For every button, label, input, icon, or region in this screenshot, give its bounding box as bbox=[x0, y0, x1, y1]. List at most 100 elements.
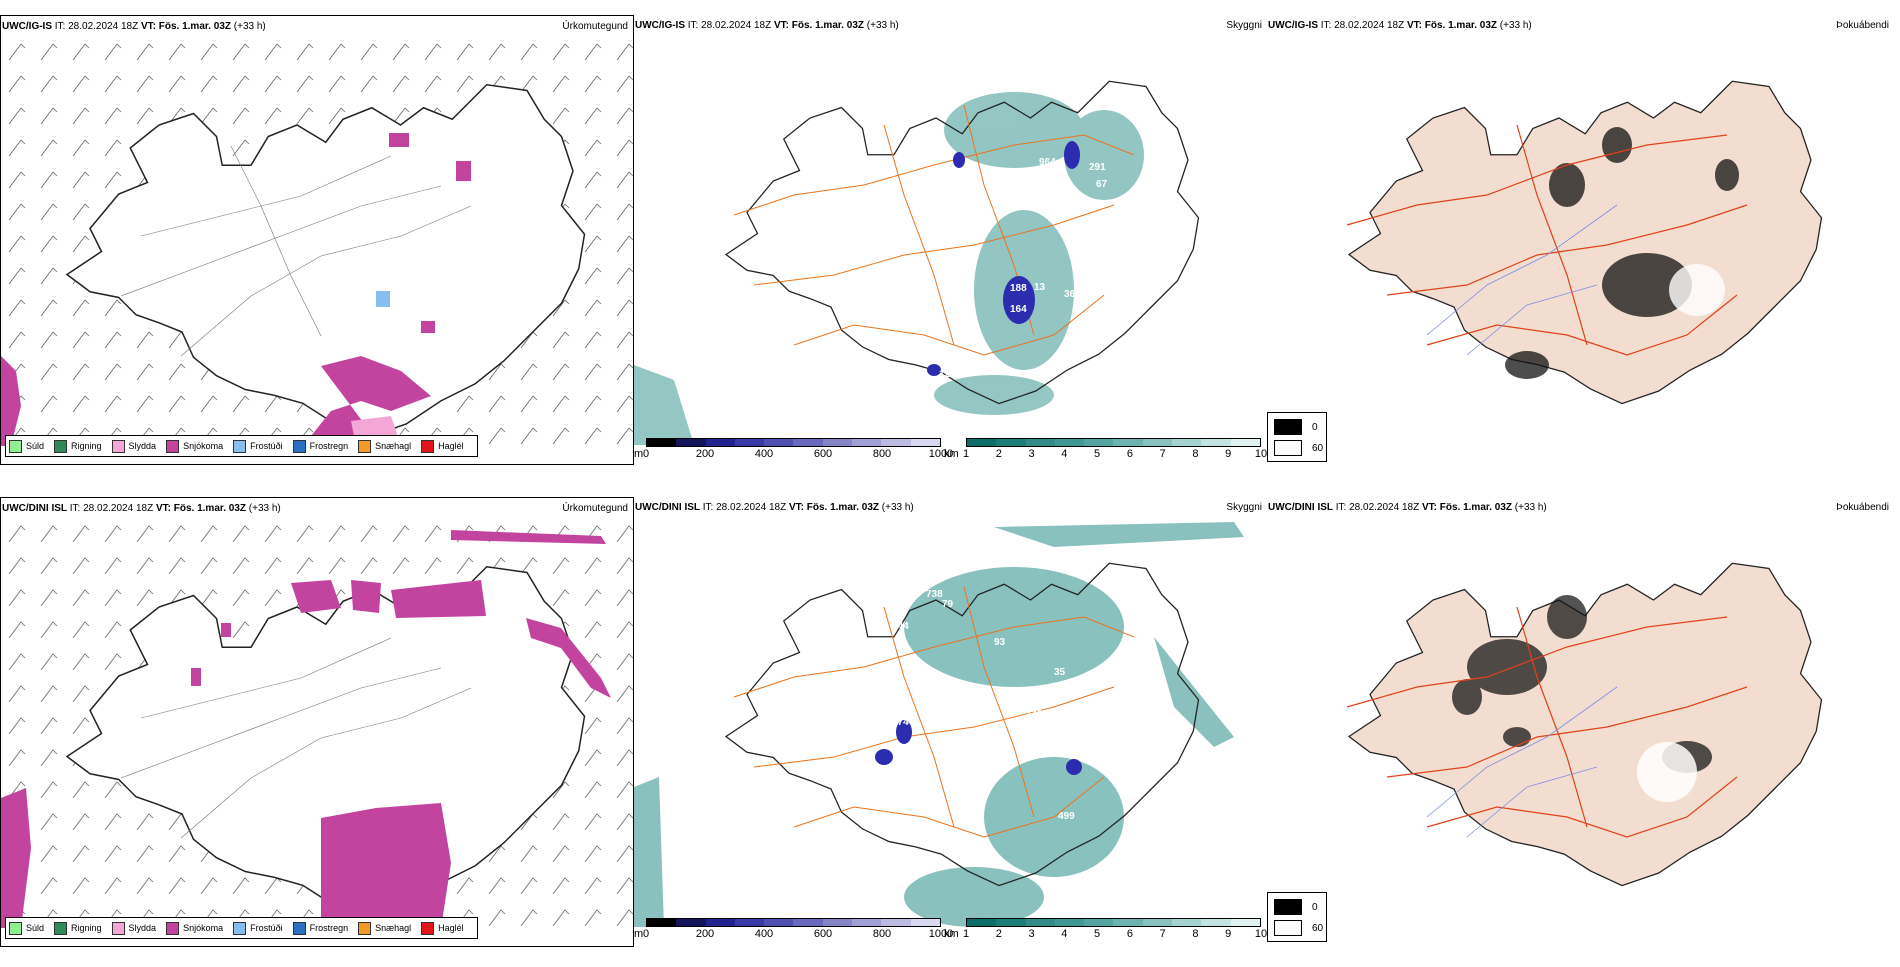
colorbar-tick-label: 5 bbox=[1094, 448, 1101, 460]
it-value: 28.02.2024 18Z bbox=[68, 21, 139, 32]
colorbar-tick-label: 9 bbox=[1225, 448, 1232, 460]
panel-title: Þokuábendi bbox=[1836, 20, 1889, 31]
cloud-panel-bottom: UWC/DINI ISL IT: 28.02.2024 18Z VT: Fös.… bbox=[634, 497, 1267, 967]
it-value: 28.02.2024 18Z bbox=[1349, 502, 1420, 513]
cloud-value-label: 961 bbox=[972, 419, 989, 430]
fog-black-label: 0 bbox=[1312, 421, 1318, 433]
precip-legend-swatch bbox=[233, 921, 247, 935]
colorbar-segment bbox=[852, 919, 882, 926]
colorbar-segment bbox=[647, 919, 677, 926]
model-name: UWC/DINI ISL bbox=[1268, 502, 1333, 513]
colorbar-tick-label: 8 bbox=[1192, 448, 1199, 460]
colorbar-tick-label: 0 bbox=[642, 928, 650, 940]
cloud-value-label: 93 bbox=[994, 637, 1006, 648]
precip-legend-item: Snjókoma bbox=[166, 921, 224, 935]
colorbar-tick-label: 6 bbox=[1126, 928, 1133, 940]
visibility-colorbar: km 1 2 3 4 5 6 7 8 9 10 bbox=[944, 438, 1267, 466]
colorbar-segment bbox=[764, 919, 794, 926]
cloud-value-label: 188 bbox=[1010, 283, 1027, 294]
cloudbase-ticks: 0 200 400 600 800 1000 bbox=[643, 448, 953, 464]
precip-legend-item: Frostregn bbox=[292, 439, 348, 453]
precip-legend-label: Frostregn bbox=[309, 923, 349, 933]
precip-legend-item: Súld bbox=[9, 921, 44, 935]
precip-legend-label: Rigning bbox=[71, 923, 102, 933]
visibility-bar bbox=[966, 918, 1261, 927]
colorbar-tick-label: 600 bbox=[813, 928, 833, 940]
colorbar-segment bbox=[705, 439, 735, 446]
panel-header: UWC/DINI ISL IT: 28.02.2024 18Z VT: Fös.… bbox=[2, 502, 630, 516]
vt-value: Fös. 1.mar. 03Z bbox=[806, 502, 880, 513]
precip-legend-label: Snjókoma bbox=[183, 923, 224, 933]
precip-map bbox=[1, 36, 633, 446]
vt-value: Fös. 1.mar. 03Z bbox=[1424, 20, 1498, 31]
lead-time: (+33 h) bbox=[881, 502, 914, 513]
colorbar-segment bbox=[1113, 439, 1143, 446]
panel-header: UWC/IG-IS IT: 28.02.2024 18Z VT: Fös. 1.… bbox=[2, 20, 630, 34]
precip-legend-swatch bbox=[292, 439, 306, 453]
cloud-value-label: 79 bbox=[942, 599, 954, 610]
precip-legend-label: Snæhagl bbox=[375, 923, 412, 933]
colorbar-segment bbox=[1084, 919, 1114, 926]
colorbar-segment bbox=[764, 439, 794, 446]
fog-panel-bottom: UWC/DINI ISL IT: 28.02.2024 18Z VT: Fös.… bbox=[1267, 497, 1900, 967]
colorbar-tick-label: 800 bbox=[872, 448, 892, 460]
colorbar-tick-label: 800 bbox=[872, 928, 892, 940]
precip-legend-swatch bbox=[9, 439, 22, 453]
vt-label: VT: bbox=[1421, 502, 1437, 513]
model-name: UWC/DINI ISL bbox=[2, 503, 67, 514]
colorbar-segment bbox=[1025, 919, 1055, 926]
cloud-value-label: 12 bbox=[994, 736, 1006, 747]
precip-legend-swatch bbox=[111, 439, 125, 453]
colorbar-segment bbox=[1025, 439, 1055, 446]
colorbar-segment bbox=[647, 439, 677, 446]
precip-legend-swatch bbox=[54, 921, 68, 935]
it-label: IT: bbox=[702, 502, 714, 513]
panel-title: Skyggni bbox=[1226, 502, 1262, 513]
precip-legend-item: Slydda bbox=[111, 439, 157, 453]
precip-legend-label: Haglél bbox=[438, 441, 464, 451]
precip-legend-swatch bbox=[421, 921, 435, 935]
colorbar-tick-label: 7 bbox=[1159, 448, 1166, 460]
colorbar-segment bbox=[1113, 919, 1143, 926]
cloudbase-colorbar: m 0 200 400 600 800 1000 bbox=[634, 438, 953, 466]
precip-legend-swatch bbox=[292, 921, 306, 935]
cloudbase-colorbar: m 0 200 400 600 800 1000 bbox=[634, 918, 953, 946]
colorbar-segment bbox=[676, 919, 706, 926]
precip-type-legend: Súld Rigning Slydda Snjókoma Frostúði Frostre… bbox=[5, 435, 478, 457]
it-label: IT: bbox=[54, 21, 66, 32]
colorbar-tick-label: 6 bbox=[1126, 448, 1133, 460]
fog-white-swatch bbox=[1274, 920, 1302, 936]
colorbar-segment bbox=[852, 439, 882, 446]
colorbar-segment bbox=[1142, 439, 1173, 446]
colorbar-tick-label: 1 bbox=[962, 928, 970, 940]
cloud-value-label: 36 bbox=[1064, 289, 1076, 300]
visibility-bar bbox=[966, 438, 1261, 447]
cloud-map: 738 544 79 93 35 218 149 12 41 205 323 4… bbox=[634, 522, 1244, 927]
cloud-value-label: 67 bbox=[1144, 619, 1156, 630]
cloud-value-label: 12 bbox=[939, 369, 951, 380]
colorbar-segment bbox=[881, 439, 911, 446]
panel-title: Úrkomutegund bbox=[562, 503, 628, 514]
model-name: UWC/IG-IS bbox=[2, 21, 52, 32]
lead-time: (+33 h) bbox=[248, 503, 281, 514]
fog-legend: 0 60 bbox=[1267, 412, 1327, 462]
fog-legend: 0 60 bbox=[1267, 892, 1327, 942]
vt-value: Fös. 1.mar. 03Z bbox=[173, 503, 247, 514]
precip-legend-item: Súld bbox=[9, 439, 44, 453]
colorbar-tick-label: 400 bbox=[754, 448, 774, 460]
precip-legend-item: Snæhagl bbox=[358, 439, 411, 453]
colorbar-tick-label: 4 bbox=[1061, 448, 1068, 460]
lead-time: (+33 h) bbox=[233, 21, 266, 32]
cloudbase-unit: m bbox=[634, 448, 644, 460]
colorbar-tick-label: 8 bbox=[1192, 928, 1199, 940]
cloud-value-label: 964 bbox=[1039, 157, 1056, 168]
vt-label: VT: bbox=[1406, 20, 1422, 31]
precip-legend-label: Slydda bbox=[128, 441, 157, 451]
vt-value: Fös. 1.mar. 03Z bbox=[1439, 502, 1513, 513]
precip-legend-item: Frostúði bbox=[233, 921, 283, 935]
it-label: IT: bbox=[69, 503, 81, 514]
model-name: UWC/IG-IS bbox=[635, 20, 685, 31]
precip-legend-swatch bbox=[358, 439, 372, 453]
visibility-colorbar: km 1 2 3 4 5 6 7 8 9 10 bbox=[944, 918, 1267, 946]
panel-title: Þokuábendi bbox=[1836, 502, 1889, 513]
